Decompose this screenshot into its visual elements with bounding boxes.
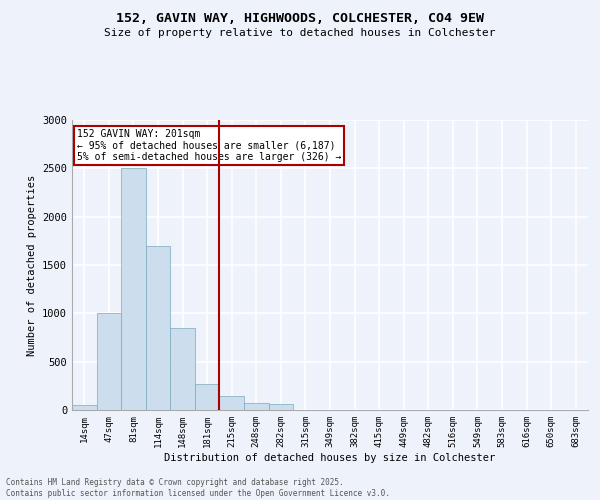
- Bar: [244, 403, 269, 410]
- Bar: [121, 168, 146, 410]
- Bar: [195, 384, 220, 410]
- Bar: [220, 396, 244, 410]
- Bar: [97, 314, 121, 410]
- X-axis label: Distribution of detached houses by size in Colchester: Distribution of detached houses by size …: [164, 452, 496, 462]
- Text: 152 GAVIN WAY: 201sqm
← 95% of detached houses are smaller (6,187)
5% of semi-de: 152 GAVIN WAY: 201sqm ← 95% of detached …: [77, 128, 341, 162]
- Text: Size of property relative to detached houses in Colchester: Size of property relative to detached ho…: [104, 28, 496, 38]
- Text: Contains HM Land Registry data © Crown copyright and database right 2025.
Contai: Contains HM Land Registry data © Crown c…: [6, 478, 390, 498]
- Text: 152, GAVIN WAY, HIGHWOODS, COLCHESTER, CO4 9EW: 152, GAVIN WAY, HIGHWOODS, COLCHESTER, C…: [116, 12, 484, 26]
- Bar: [170, 328, 195, 410]
- Bar: [269, 404, 293, 410]
- Bar: [72, 405, 97, 410]
- Bar: [146, 246, 170, 410]
- Y-axis label: Number of detached properties: Number of detached properties: [26, 174, 37, 356]
